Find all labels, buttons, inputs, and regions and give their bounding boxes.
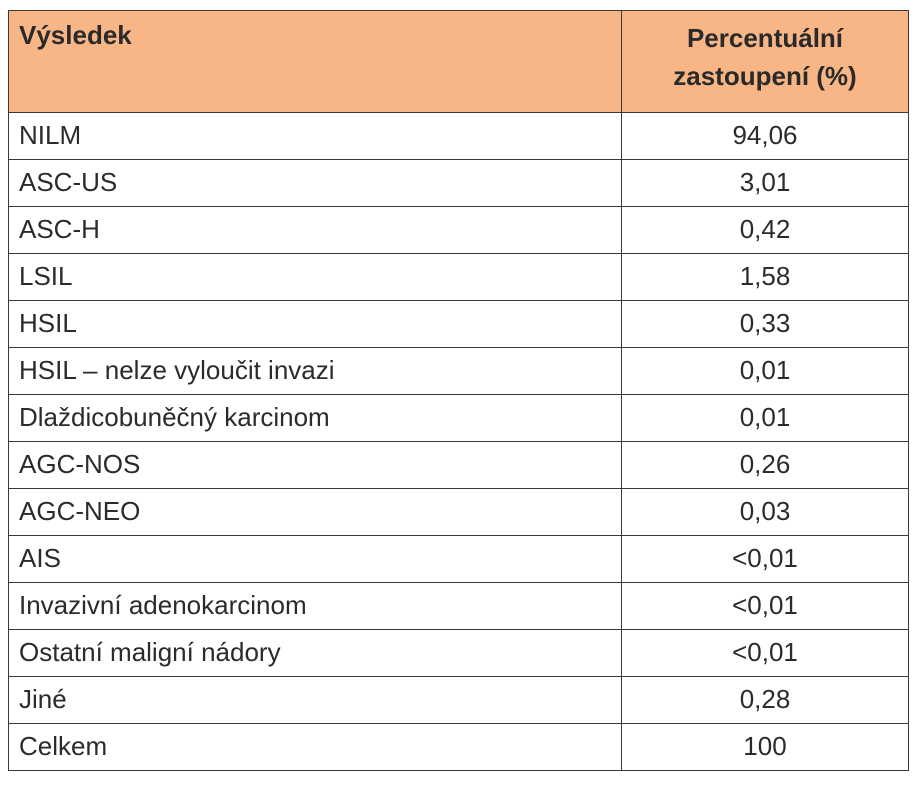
percent-cell: 94,06: [621, 112, 909, 160]
result-cell: ASC-US: [8, 159, 622, 207]
column-header-percent-line1: Percentuální: [686, 23, 844, 53]
result-cell: LSIL: [8, 253, 622, 301]
table-row: ASC-H 0,42: [8, 206, 909, 254]
result-cell: HSIL: [8, 300, 622, 348]
table-row: Invazivní adenokarcinom <0,01: [8, 582, 909, 630]
percent-cell: <0,01: [621, 582, 909, 630]
result-cell: Ostatní maligní nádory: [8, 629, 622, 677]
table-row: Dlaždicobuněčný karcinom 0,01: [8, 394, 909, 442]
table-row: Ostatní maligní nádory <0,01: [8, 629, 909, 677]
percent-cell: 0,01: [621, 394, 909, 442]
result-cell-total: Celkem: [8, 723, 622, 771]
table-row: AGC-NEO 0,03: [8, 488, 909, 536]
percent-cell: 3,01: [621, 159, 909, 207]
result-cell: NILM: [8, 112, 622, 160]
table-row: NILM 94,06: [8, 112, 909, 160]
table-row-total: Celkem 100: [8, 723, 909, 771]
column-header-percent-line2: zastoupení (%): [673, 60, 857, 91]
percent-cell: 0,42: [621, 206, 909, 254]
table-header: Výsledek Percentuální zastoupení (%): [8, 10, 909, 113]
percent-cell-total: 100: [621, 723, 909, 771]
percent-cell: 0,03: [621, 488, 909, 536]
column-header-result: Výsledek: [8, 10, 622, 113]
table-row: AGC-NOS 0,26: [8, 441, 909, 489]
percent-cell: 0,33: [621, 300, 909, 348]
table-row: Jiné 0,28: [8, 676, 909, 724]
column-header-percent: Percentuální zastoupení (%): [621, 10, 909, 113]
percent-cell: <0,01: [621, 629, 909, 677]
percent-cell: 1,58: [621, 253, 909, 301]
table-body: NILM 94,06 ASC-US 3,01 ASC-H 0,42 LSIL 1…: [8, 112, 909, 771]
percent-cell: 0,01: [621, 347, 909, 395]
result-cell: Jiné: [8, 676, 622, 724]
table-row: AIS <0,01: [8, 535, 909, 583]
result-cell: ASC-H: [8, 206, 622, 254]
percent-cell: 0,28: [621, 676, 909, 724]
table-row: HSIL 0,33: [8, 300, 909, 348]
percent-cell: 0,26: [621, 441, 909, 489]
result-cell: Dlaždicobuněčný karcinom: [8, 394, 622, 442]
result-cell: HSIL – nelze vyloučit invazi: [8, 347, 622, 395]
table-row: ASC-US 3,01: [8, 159, 909, 207]
percent-cell: <0,01: [621, 535, 909, 583]
results-table: Výsledek Percentuální zastoupení (%) NIL…: [8, 10, 909, 771]
result-cell: AIS: [8, 535, 622, 583]
result-cell: Invazivní adenokarcinom: [8, 582, 622, 630]
table-row: LSIL 1,58: [8, 253, 909, 301]
header-row: Výsledek Percentuální zastoupení (%): [8, 10, 909, 113]
table-row: HSIL – nelze vyloučit invazi 0,01: [8, 347, 909, 395]
result-cell: AGC-NEO: [8, 488, 622, 536]
result-cell: AGC-NOS: [8, 441, 622, 489]
